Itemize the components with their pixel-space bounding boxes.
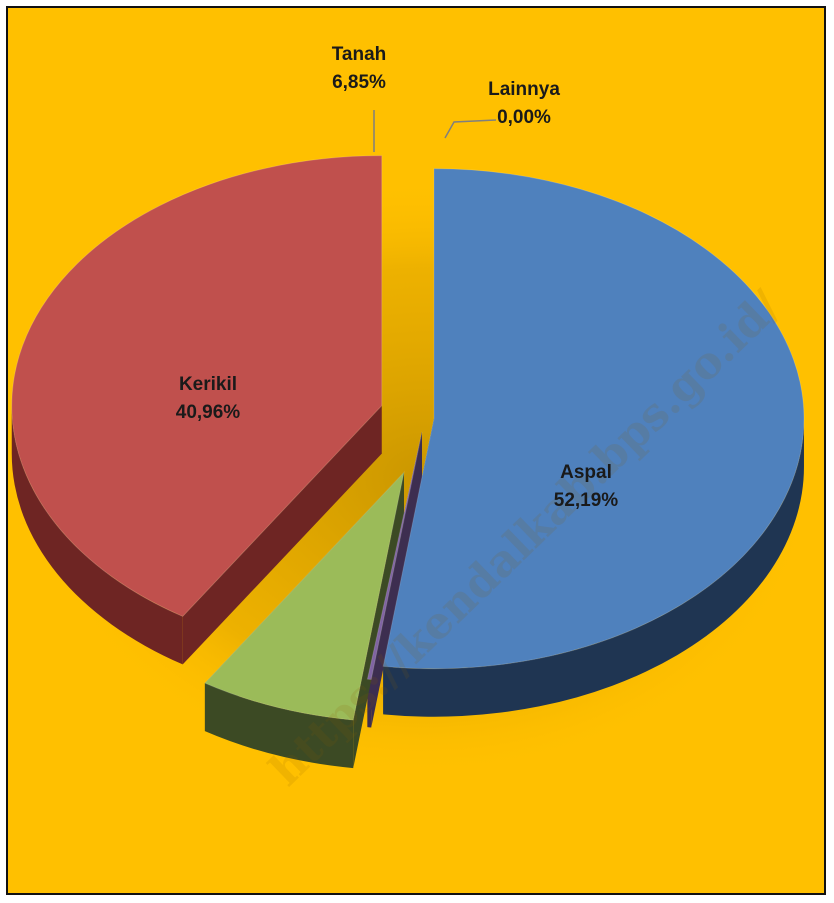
slice-value-lainnya: 0,00%	[497, 107, 551, 128]
slice-label-aspal: Aspal	[560, 462, 612, 483]
pie-chart: https://kendalkab.bps.go.id/ Aspal52,19%…	[8, 8, 828, 897]
leader-line-lainnya	[445, 120, 496, 138]
slice-value-kerikil: 40,96%	[176, 402, 241, 423]
slice-label-lainnya: Lainnya	[488, 79, 560, 100]
slice-label-kerikil: Kerikil	[179, 374, 237, 395]
slice-label-tanah: Tanah	[332, 44, 387, 65]
chart-frame: https://kendalkab.bps.go.id/ Aspal 52,19%…	[6, 6, 826, 895]
slice-value-tanah: 6,85%	[332, 72, 386, 93]
slice-value-aspal: 52,19%	[554, 490, 619, 511]
